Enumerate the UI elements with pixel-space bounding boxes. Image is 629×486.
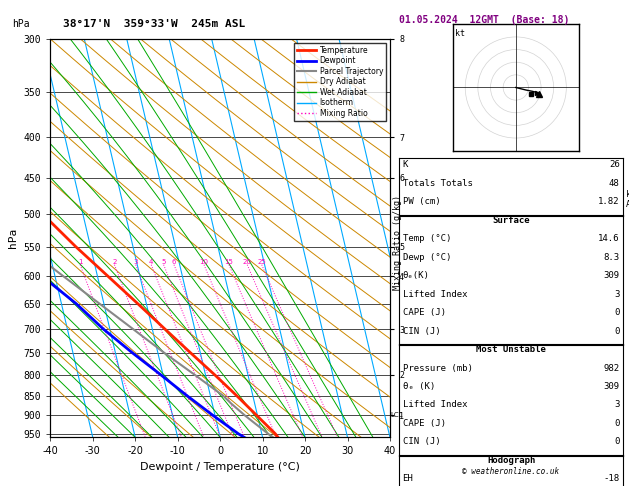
Text: 10: 10 [199,259,209,265]
Text: 0: 0 [614,437,620,447]
Text: Lifted Index: Lifted Index [403,400,467,410]
Y-axis label: hPa: hPa [8,228,18,248]
Text: CIN (J): CIN (J) [403,327,440,336]
Text: θₑ(K): θₑ(K) [403,271,430,280]
Text: K: K [403,160,408,170]
Text: 6: 6 [172,259,176,265]
Text: 8.3: 8.3 [603,253,620,262]
Text: LCL: LCL [390,412,403,418]
Text: Surface: Surface [493,216,530,225]
Text: 26: 26 [609,160,620,170]
Text: CAPE (J): CAPE (J) [403,308,445,317]
Text: 48: 48 [609,179,620,188]
Text: -18: -18 [603,474,620,484]
Text: 5: 5 [162,259,166,265]
Text: kt: kt [455,29,465,38]
Text: 309: 309 [603,271,620,280]
Text: Dewp (°C): Dewp (°C) [403,253,451,262]
Text: Totals Totals: Totals Totals [403,179,472,188]
Text: Most Unstable: Most Unstable [476,345,546,354]
Text: Temp (°C): Temp (°C) [403,234,451,243]
Text: hPa: hPa [13,19,30,30]
Text: Pressure (mb): Pressure (mb) [403,364,472,373]
Text: 1: 1 [78,259,82,265]
Text: 2: 2 [112,259,116,265]
Text: 0: 0 [614,327,620,336]
Text: Mixing Ratio (g/kg): Mixing Ratio (g/kg) [393,195,402,291]
Legend: Temperature, Dewpoint, Parcel Trajectory, Dry Adiabat, Wet Adiabat, Isotherm, Mi: Temperature, Dewpoint, Parcel Trajectory… [294,43,386,121]
Text: 20: 20 [243,259,252,265]
Text: 15: 15 [225,259,233,265]
Text: CIN (J): CIN (J) [403,437,440,447]
Text: 0: 0 [614,419,620,428]
Text: θₑ (K): θₑ (K) [403,382,435,391]
Text: 01.05.2024  12GMT  (Base: 18): 01.05.2024 12GMT (Base: 18) [399,15,570,25]
X-axis label: Dewpoint / Temperature (°C): Dewpoint / Temperature (°C) [140,462,300,472]
Text: 3: 3 [614,400,620,410]
Text: PW (cm): PW (cm) [403,197,440,207]
Text: © weatheronline.co.uk: © weatheronline.co.uk [462,467,560,476]
Text: 309: 309 [603,382,620,391]
Text: km
ASL: km ASL [626,190,629,209]
Text: 1.82: 1.82 [598,197,620,207]
Text: 25: 25 [257,259,266,265]
Text: 982: 982 [603,364,620,373]
Text: Hodograph: Hodograph [487,456,535,465]
Text: 3: 3 [614,290,620,299]
Text: 14.6: 14.6 [598,234,620,243]
Text: 38°17'N  359°33'W  245m ASL: 38°17'N 359°33'W 245m ASL [63,19,245,30]
Text: Lifted Index: Lifted Index [403,290,467,299]
Text: EH: EH [403,474,413,484]
Text: 4: 4 [149,259,153,265]
Text: 0: 0 [614,308,620,317]
Text: CAPE (J): CAPE (J) [403,419,445,428]
Text: 3: 3 [133,259,138,265]
